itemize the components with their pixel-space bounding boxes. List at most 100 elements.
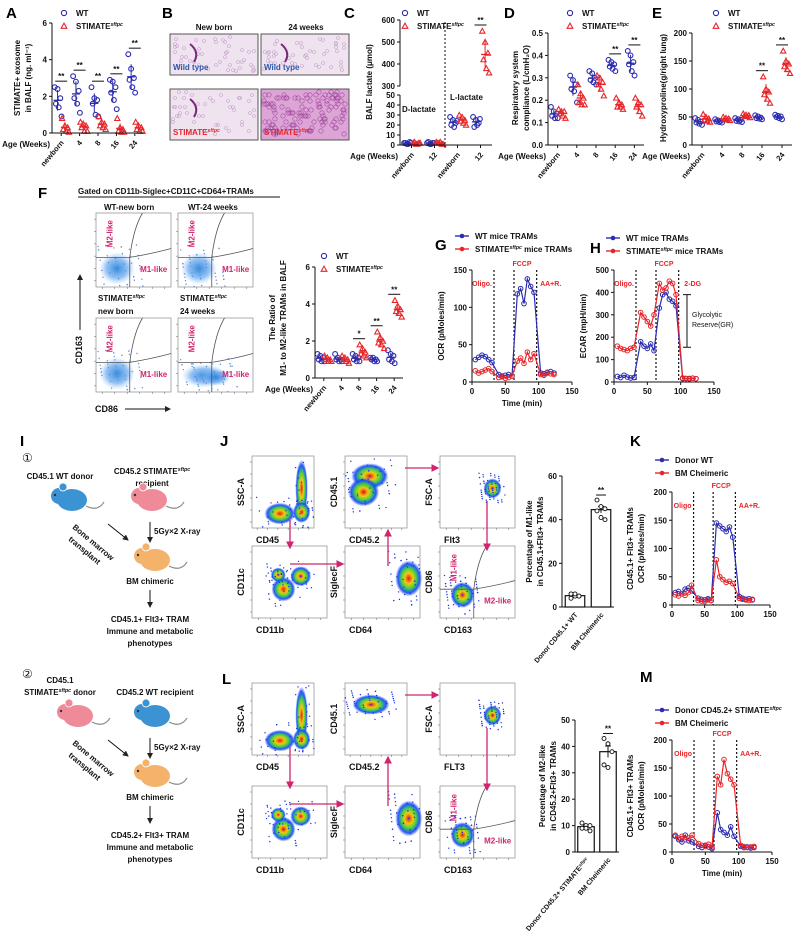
data-point xyxy=(108,89,115,96)
event-dot xyxy=(299,811,301,813)
injection-label: AA+R. xyxy=(740,751,761,758)
tissue-texture xyxy=(271,131,277,137)
event-dot xyxy=(303,726,305,728)
histology-image: Wild type xyxy=(260,33,350,76)
outcome-label: Immune and metabolic xyxy=(107,843,194,852)
event-dot xyxy=(267,810,269,813)
event-dot xyxy=(110,387,113,389)
mouse-eye xyxy=(59,709,63,713)
data-point xyxy=(693,375,699,382)
tissue-texture xyxy=(299,113,305,119)
y-tick-label: 200 xyxy=(654,736,668,745)
data-point xyxy=(447,114,454,120)
event-dot xyxy=(301,584,303,586)
tissue-texture xyxy=(266,92,272,98)
event-dot xyxy=(408,817,410,820)
event-dot xyxy=(502,710,505,713)
significance-label: ** xyxy=(76,61,83,70)
chart-E: ** ** xyxy=(692,36,794,128)
legend-label-wt: WT xyxy=(336,252,349,261)
event-dot xyxy=(368,487,371,489)
data-point xyxy=(683,375,689,382)
flow-cytometry-plot: SiglecF CD64 xyxy=(329,785,423,875)
y-axis-label: ECAR (mpH/min) xyxy=(579,293,588,358)
y-tick-label: 50 xyxy=(561,716,570,725)
data-point xyxy=(729,534,736,541)
tissue-texture xyxy=(292,95,298,101)
data-point xyxy=(462,121,470,128)
tissue-texture xyxy=(224,126,228,130)
tissue-texture xyxy=(335,101,341,107)
gate-label-lower: M1-like xyxy=(140,265,168,274)
y-axis-label: CD45.1+ Flt3+ TRAMs xyxy=(626,507,635,590)
event-dot xyxy=(471,589,473,592)
event-dot xyxy=(451,593,453,595)
event-dot xyxy=(487,486,490,488)
event-dot xyxy=(460,580,462,583)
event-dot xyxy=(362,491,365,493)
event-dot xyxy=(500,726,503,728)
flow-x-axis-label: CD45.2 xyxy=(349,762,380,772)
y-tick-label: 100 xyxy=(654,545,668,554)
event-dot xyxy=(301,517,304,520)
event-dot xyxy=(299,513,301,515)
event-dot xyxy=(389,459,392,461)
gate-line xyxy=(211,317,225,392)
data-point xyxy=(612,94,620,101)
event-dot xyxy=(301,824,303,826)
data-point xyxy=(631,94,640,101)
y-tick-label: 40 xyxy=(386,101,395,110)
event-dot xyxy=(376,696,378,699)
tissue-texture xyxy=(307,92,313,98)
x-tick-label: 4 xyxy=(336,383,346,393)
event-dot xyxy=(406,566,409,568)
event-dot xyxy=(296,499,298,502)
tissue-texture xyxy=(300,45,304,49)
tissue-texture xyxy=(322,92,328,98)
data-point xyxy=(627,375,634,381)
event-dot xyxy=(116,372,118,375)
y-axis-label: in BALF (ng. ml⁻¹) xyxy=(24,43,33,112)
tissue-texture xyxy=(335,49,339,53)
event-dot xyxy=(312,809,315,811)
tissue-texture xyxy=(292,116,298,122)
event-dot xyxy=(393,702,396,704)
gate-line xyxy=(129,248,172,258)
cell-population xyxy=(292,728,311,750)
tissue-texture xyxy=(178,105,182,109)
chart-G: Oligo. FCCP AA+R. xyxy=(472,261,561,382)
x-tick-label: 150 xyxy=(763,610,777,619)
tissue-texture xyxy=(178,111,182,115)
event-dot xyxy=(141,386,144,389)
event-dot xyxy=(294,466,297,469)
data-point xyxy=(736,118,743,125)
event-dot xyxy=(481,722,483,725)
tissue-texture xyxy=(173,105,177,109)
y-tick-label: 150 xyxy=(654,764,668,773)
event-dot xyxy=(288,585,290,588)
legend: WT STIMATEsftpc xyxy=(566,9,629,31)
injection-label: AA+R. xyxy=(540,281,561,288)
cell-population xyxy=(450,822,475,848)
event-dot xyxy=(402,578,404,581)
event-dot xyxy=(395,804,397,807)
y-axis-label: Percentage of M1-like xyxy=(525,500,534,583)
data-point xyxy=(489,359,495,366)
event-dot xyxy=(308,510,310,512)
event-dot xyxy=(193,366,195,369)
x-tick-label: 8 xyxy=(93,139,103,148)
event-dot xyxy=(418,571,421,574)
event-dot xyxy=(138,264,141,267)
panel-letter-g: G xyxy=(435,237,447,254)
event-dot xyxy=(483,480,485,482)
tissue-texture xyxy=(340,68,344,72)
series-line xyxy=(617,291,697,380)
label-tail: donor xyxy=(71,688,96,697)
event-dot xyxy=(297,828,299,831)
gate-line xyxy=(211,212,225,287)
flow-plot-title: STIMATEsftpc xyxy=(98,294,145,303)
event-dot xyxy=(212,259,214,261)
event-dot xyxy=(97,249,100,251)
tissue-texture xyxy=(240,123,244,127)
y-axis-label: OCR (pMoles/min) xyxy=(637,761,646,831)
